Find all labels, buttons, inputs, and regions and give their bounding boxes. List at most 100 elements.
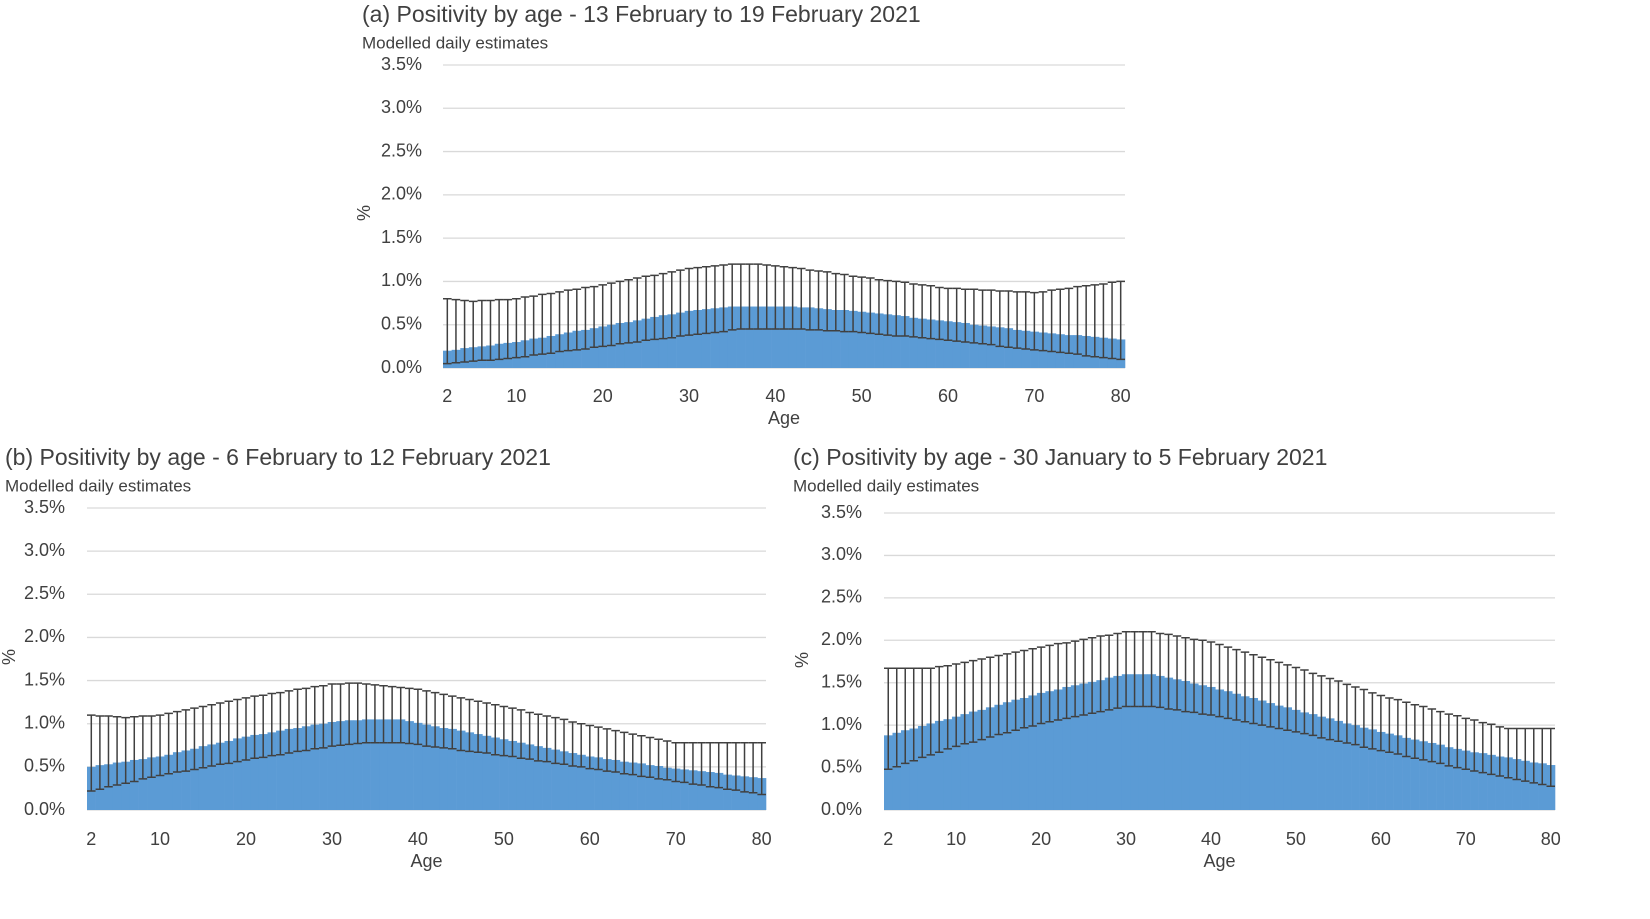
bar: [943, 321, 953, 368]
bar: [641, 318, 651, 368]
error-bar: [1155, 632, 1165, 709]
x-tick-label: 40: [1201, 829, 1221, 849]
x-axis-title: Age: [768, 408, 800, 428]
error-bar: [994, 654, 1003, 736]
error-bar: [943, 287, 953, 342]
bar: [1104, 677, 1114, 810]
error-bar: [456, 697, 466, 752]
error-bar: [1181, 636, 1190, 713]
bar: [456, 730, 466, 810]
bar: [1546, 765, 1556, 810]
error-bar: [1521, 727, 1530, 782]
error-bar: [1470, 719, 1479, 772]
error-bar: [727, 263, 737, 331]
bar: [1300, 712, 1309, 810]
error-bar: [460, 299, 469, 363]
error-bar: [1504, 727, 1513, 779]
bar: [490, 737, 500, 810]
error-bar: [1073, 285, 1082, 355]
error-bar: [516, 709, 526, 759]
error-bar: [465, 698, 474, 753]
error-bar: [926, 285, 936, 340]
error-bar: [486, 299, 495, 361]
bar: [1436, 744, 1445, 810]
y-tick-label: 2.5%: [821, 587, 862, 607]
error-bar: [1055, 288, 1065, 354]
bar: [926, 319, 936, 368]
bar: [224, 740, 234, 810]
error-bar: [293, 688, 302, 753]
bar: [753, 306, 763, 368]
error-bar: [1427, 708, 1437, 763]
bar: [740, 776, 750, 810]
bar: [396, 719, 406, 810]
bar: [1351, 725, 1360, 810]
bar: [1495, 756, 1505, 810]
bar: [301, 726, 311, 810]
bar: [1181, 681, 1191, 810]
error-bar: [494, 298, 504, 361]
bar: [542, 747, 552, 810]
y-tick-label: 2.0%: [24, 626, 65, 646]
bar: [676, 312, 686, 368]
bar: [499, 739, 509, 810]
error-bar: [512, 297, 521, 359]
y-tick-label: 1.0%: [24, 712, 65, 732]
error-bar: [1045, 644, 1054, 723]
error-bar: [1368, 692, 1377, 750]
error-bar: [327, 683, 337, 747]
error-bar: [1028, 648, 1037, 727]
bar: [900, 316, 910, 368]
error-bar: [1107, 281, 1117, 360]
bar: [172, 752, 182, 810]
error-bar: [745, 263, 754, 330]
y-tick-label: 2.0%: [821, 629, 862, 649]
bar: [589, 328, 599, 368]
bar: [748, 777, 758, 810]
bar: [714, 772, 724, 810]
y-tick-label: 1.5%: [24, 669, 65, 689]
bar: [1410, 739, 1420, 810]
error-bar: [1538, 727, 1547, 786]
error-bar: [387, 685, 397, 744]
error-bar: [1376, 694, 1386, 752]
y-tick-label: 2.5%: [24, 583, 65, 603]
bar: [1232, 693, 1242, 810]
bar: [848, 310, 858, 368]
error-bar: [969, 288, 979, 344]
error-bar: [1070, 640, 1080, 718]
error-bar: [224, 700, 234, 765]
bar: [874, 313, 884, 368]
error-bar: [1300, 669, 1309, 735]
error-bar: [935, 286, 944, 341]
error-bar: [960, 288, 970, 343]
bar: [693, 309, 703, 368]
bar: [1011, 699, 1021, 810]
error-bar: [1004, 290, 1013, 348]
bar: [1478, 753, 1488, 810]
y-tick-label: 3.0%: [381, 97, 422, 117]
chart-title: (b) Positivity by age - 6 February to 12…: [5, 444, 551, 470]
bar: [1036, 692, 1046, 810]
error-bar: [589, 285, 599, 348]
error-bar: [900, 667, 910, 765]
bar: [181, 750, 191, 810]
error-bar: [995, 290, 1005, 348]
bar: [1266, 703, 1276, 810]
bar: [190, 748, 200, 810]
bar: [1012, 329, 1022, 368]
error-bar: [1062, 642, 1071, 720]
error-bar: [662, 740, 672, 781]
error-bar: [943, 664, 952, 750]
x-tick-label: 70: [666, 829, 686, 849]
error-bar: [439, 693, 448, 749]
error-bar: [831, 272, 841, 332]
bar: [1453, 748, 1462, 810]
bar: [1138, 674, 1148, 810]
x-tick-label: 50: [494, 829, 514, 849]
bar: [353, 720, 363, 810]
bar: [662, 767, 672, 810]
bar: [344, 720, 354, 810]
error-bar: [753, 263, 763, 330]
error-bar: [805, 269, 815, 331]
